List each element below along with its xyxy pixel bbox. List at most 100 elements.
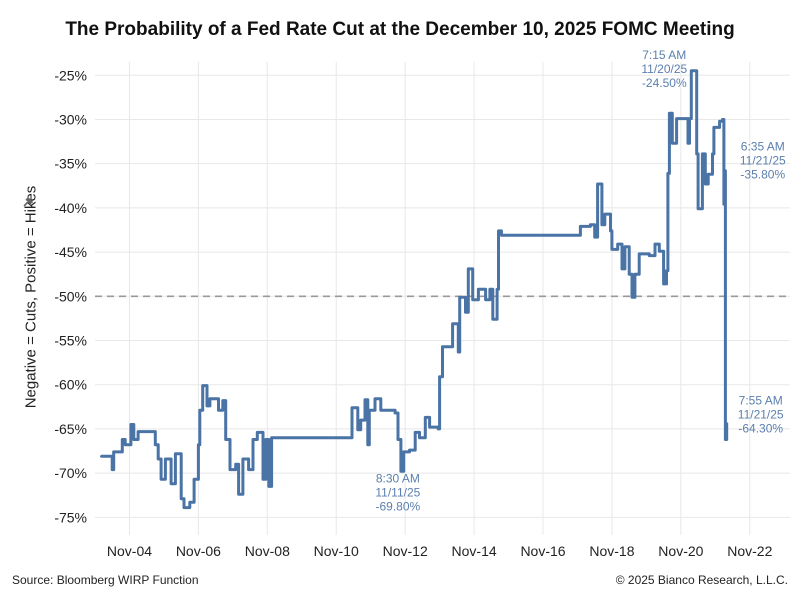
data-point xyxy=(270,436,273,439)
x-tick-label: Nov-04 xyxy=(107,543,152,559)
data-point xyxy=(224,438,227,441)
data-point xyxy=(221,399,224,402)
data-point xyxy=(437,428,439,430)
data-point xyxy=(477,288,480,291)
y-tick-label: -25% xyxy=(54,67,87,83)
data-point xyxy=(621,268,623,270)
x-tick-label: Nov-22 xyxy=(727,543,772,559)
data-point xyxy=(180,497,182,500)
data-point xyxy=(265,438,267,441)
data-point xyxy=(183,506,185,509)
data-point xyxy=(687,142,689,145)
data-point xyxy=(701,153,704,155)
data-point xyxy=(252,438,254,441)
data-point xyxy=(496,288,498,291)
data-point xyxy=(458,296,461,298)
y-tick-label: -70% xyxy=(54,465,87,481)
annotation-text: 11/20/25 xyxy=(641,62,687,76)
y-tick-label: -55% xyxy=(54,332,87,348)
data-point xyxy=(684,117,686,120)
data-point xyxy=(448,345,451,348)
data-point xyxy=(193,478,195,481)
data-point xyxy=(170,482,172,485)
data-point xyxy=(201,384,204,387)
data-point xyxy=(723,203,725,206)
data-point xyxy=(718,120,721,123)
data-point xyxy=(634,273,636,275)
data-point xyxy=(174,452,177,455)
data-point xyxy=(256,431,259,434)
data-point xyxy=(229,468,231,471)
data-point xyxy=(593,236,596,238)
data-point xyxy=(237,493,240,496)
y-tick-label: -35% xyxy=(54,156,87,172)
data-point xyxy=(464,311,467,314)
data-point xyxy=(349,436,352,439)
data-point xyxy=(576,234,579,237)
data-point xyxy=(262,478,264,481)
data-point xyxy=(723,169,726,172)
x-tick-label: Nov-14 xyxy=(452,543,497,559)
data-point xyxy=(164,458,167,460)
source-note: Source: Bloomberg WIRP Function xyxy=(12,573,199,587)
data-point xyxy=(457,351,460,353)
annotation-text: 7:55 AM xyxy=(739,394,783,408)
data-point xyxy=(137,430,139,433)
data-point xyxy=(356,428,359,431)
annotation-text: 7:15 AM xyxy=(642,48,686,62)
data-point xyxy=(99,455,102,458)
annotation-text: 6:35 AM xyxy=(741,140,785,154)
data-point xyxy=(668,112,671,115)
data-point xyxy=(267,485,270,488)
data-point xyxy=(242,458,244,460)
data-point xyxy=(424,416,427,419)
data-point xyxy=(441,345,444,348)
data-point xyxy=(638,253,641,255)
data-point xyxy=(451,322,454,325)
data-point xyxy=(214,398,217,400)
data-point xyxy=(157,458,159,460)
data-point xyxy=(721,118,724,121)
data-point xyxy=(150,430,152,433)
data-point xyxy=(414,431,417,434)
data-point xyxy=(394,412,396,414)
data-point xyxy=(112,451,115,453)
data-point xyxy=(197,444,200,446)
chart-title: The Probability of a Fed Rate Cut at the… xyxy=(65,19,735,40)
data-point xyxy=(130,423,132,426)
data-point xyxy=(402,451,405,453)
y-tick-label: -30% xyxy=(54,111,87,127)
data-point xyxy=(697,207,699,210)
data-point xyxy=(609,230,612,232)
data-point xyxy=(154,444,157,446)
data-point xyxy=(199,409,201,412)
data-point xyxy=(631,296,633,298)
x-tick-label: Nov-20 xyxy=(658,543,703,559)
data-point xyxy=(654,243,656,245)
y-tick-label: -50% xyxy=(54,288,87,304)
data-point xyxy=(491,318,494,321)
data-point xyxy=(354,406,356,409)
data-point xyxy=(596,183,599,185)
data-point xyxy=(707,173,709,176)
copyright-note: © 2025 Bianco Research, L.L.C. xyxy=(615,573,788,587)
data-point xyxy=(368,409,371,412)
annotation-text: 11/21/25 xyxy=(738,408,784,422)
data-point xyxy=(589,223,592,226)
annotation-text: 11/11/25 xyxy=(375,485,420,499)
data-point xyxy=(725,421,728,424)
y-tick-label: -60% xyxy=(54,377,87,393)
annotation-text: -69.80% xyxy=(376,499,421,513)
x-tick-label: Nov-16 xyxy=(520,543,565,559)
data-point xyxy=(117,451,119,453)
x-tick-label: Nov-12 xyxy=(383,543,428,559)
data-point xyxy=(624,245,626,248)
data-point xyxy=(124,444,126,446)
x-tick-label: Nov-18 xyxy=(589,543,634,559)
annotation-text: 8:30 AM xyxy=(376,471,420,485)
data-point xyxy=(247,468,250,471)
